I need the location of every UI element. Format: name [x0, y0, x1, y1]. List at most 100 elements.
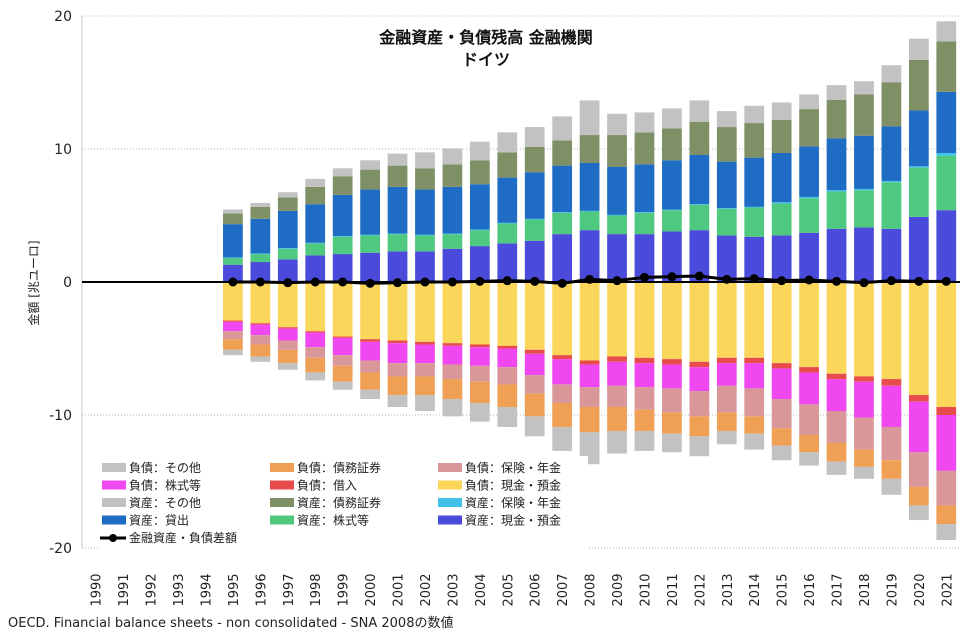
- x-tick-label: 2002: [419, 573, 434, 606]
- bar-segment: [744, 433, 765, 450]
- bar-segment: [469, 365, 490, 382]
- bar-segment: [223, 339, 243, 350]
- bar-segment: [854, 449, 874, 467]
- bar-segment: [250, 206, 271, 219]
- legend-swatch: [270, 515, 294, 525]
- source-note: OECD. Financial balance sheets - non con…: [8, 616, 454, 631]
- bar-segment: [305, 178, 326, 187]
- bar-segment: [662, 231, 682, 282]
- bar-segment: [332, 254, 353, 282]
- bar-segment: [552, 403, 573, 427]
- legend-swatch: [102, 480, 126, 490]
- legend-swatch: [102, 515, 126, 525]
- balance-point: [420, 277, 430, 287]
- bar-segment: [716, 208, 737, 209]
- bar-segment: [223, 349, 243, 356]
- y-axis-label: 金額 [兆ユーロ]: [26, 240, 41, 325]
- bar-segment: [250, 282, 271, 324]
- bar-segment: [332, 337, 353, 356]
- bar-segment: [662, 209, 682, 211]
- bar-segment: [936, 41, 957, 92]
- bar-segment: [799, 452, 819, 466]
- bar-segment: [771, 282, 792, 364]
- balance-point: [612, 276, 622, 286]
- bar-segment: [360, 360, 380, 373]
- bar-segment: [579, 282, 600, 361]
- bar-segment: [415, 235, 435, 252]
- bar-segment: [442, 186, 463, 234]
- bar-segment: [579, 210, 600, 212]
- bar-segment: [387, 233, 408, 235]
- x-tick-label: 2017: [831, 573, 846, 606]
- balance-point: [804, 275, 814, 285]
- balance-point: [941, 276, 951, 286]
- bar-segment: [579, 364, 600, 388]
- bar-segment: [854, 94, 874, 136]
- bar-segment: [826, 228, 847, 282]
- bar-segment: [360, 235, 380, 253]
- bar-segment: [442, 248, 463, 282]
- bar-segment: [277, 248, 298, 260]
- x-tick-label: 2005: [501, 573, 516, 606]
- y-tick-label: 0: [63, 275, 72, 291]
- bar-segment: [415, 282, 435, 342]
- bar-segment: [277, 328, 298, 341]
- bar-segment: [799, 232, 819, 282]
- balance-point: [228, 277, 238, 287]
- bar-segment: [634, 132, 655, 165]
- x-tick-label: 1995: [227, 573, 242, 606]
- bar-segment: [936, 155, 957, 211]
- bar-segment: [360, 169, 380, 190]
- bar-segment: [387, 343, 408, 364]
- x-tick-label: 2007: [556, 573, 571, 606]
- bar-segment: [360, 341, 380, 361]
- bar-segment: [771, 235, 792, 282]
- bar-segment: [716, 161, 737, 209]
- bar-segment: [415, 168, 435, 190]
- bar-segment: [936, 152, 957, 156]
- legend-label: 資産：貸出: [129, 513, 189, 528]
- x-tick-label: 1992: [145, 573, 160, 606]
- bar-segment: [689, 154, 710, 205]
- bar-segment: [634, 363, 655, 388]
- bar-segment: [277, 248, 298, 249]
- bar-segment: [442, 282, 463, 344]
- balance-point: [859, 278, 869, 288]
- bar-segment: [223, 331, 243, 340]
- bar-segment: [277, 210, 298, 249]
- bar-segment: [607, 234, 627, 282]
- x-tick-label: 2004: [474, 573, 489, 606]
- bar-segment: [854, 282, 874, 377]
- x-tick-label: 2020: [913, 573, 928, 606]
- balance-point: [749, 274, 759, 284]
- bar-segment: [607, 215, 627, 235]
- legend-label: 負債：債務証券: [297, 460, 381, 475]
- x-tick-label: 1993: [172, 573, 187, 606]
- bar-segment: [881, 65, 902, 83]
- bar-segment: [305, 372, 326, 381]
- bar-segment: [332, 365, 353, 382]
- balance-point: [832, 276, 842, 286]
- bar-segment: [552, 426, 573, 451]
- legend-swatch: [270, 463, 294, 472]
- bar-segment: [360, 189, 380, 235]
- bar-segment: [360, 160, 380, 170]
- bar-segment: [305, 243, 326, 256]
- bar-segment: [524, 353, 545, 376]
- bar-segment: [607, 113, 627, 136]
- x-tick-label: 2012: [693, 573, 708, 606]
- bar-segment: [469, 347, 490, 366]
- balance-point: [502, 276, 512, 286]
- bar-segment: [771, 102, 792, 120]
- bar-segment: [442, 364, 463, 380]
- bar-segment: [223, 209, 243, 214]
- bar-segment: [607, 430, 627, 454]
- x-tick-label: 2013: [721, 573, 736, 606]
- bar-segment: [607, 282, 627, 357]
- x-tick-label: 1999: [337, 573, 352, 606]
- legend-label: 負債：株式等: [129, 478, 201, 493]
- bar-segment: [469, 403, 490, 422]
- bar-segment: [936, 91, 957, 153]
- bar-segment: [552, 212, 573, 213]
- bar-segment: [799, 404, 819, 435]
